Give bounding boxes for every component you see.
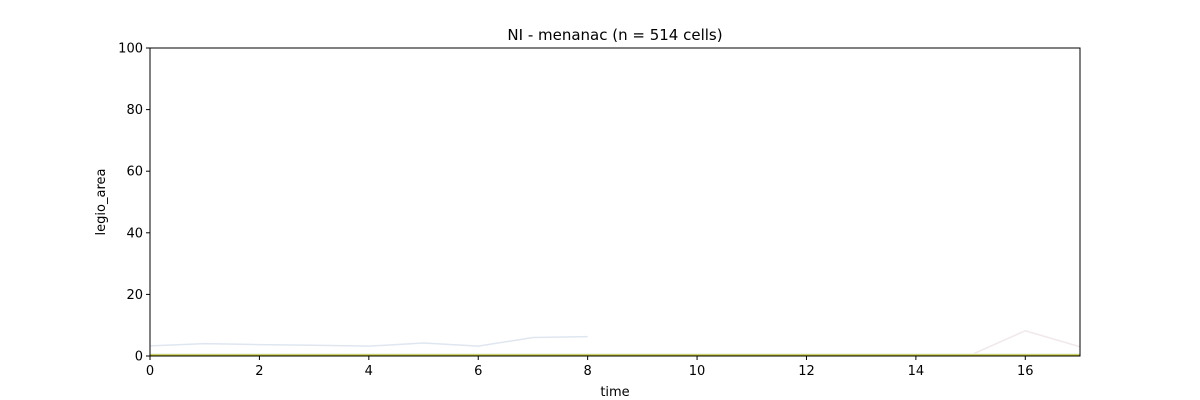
x-tick-label: 10 xyxy=(689,364,706,379)
y-tick-label: 0 xyxy=(135,350,143,365)
plot-frame xyxy=(149,47,1081,357)
series-line-1 xyxy=(149,335,588,347)
series-layer xyxy=(149,329,1081,356)
y-tick-label: 100 xyxy=(118,42,143,57)
x-tick-label: 8 xyxy=(584,364,592,379)
y-axis-label: legio_area xyxy=(94,169,109,236)
x-axis-label: time xyxy=(600,385,629,400)
y-tick-label: 40 xyxy=(126,226,143,241)
x-tick-label: 16 xyxy=(1017,364,1034,379)
x-tick-label: 2 xyxy=(255,364,263,379)
y-tick-label: 80 xyxy=(126,103,143,118)
y-tick-label: 20 xyxy=(126,288,143,303)
y-tick-label: 60 xyxy=(126,165,143,180)
x-tick-label: 4 xyxy=(365,364,373,379)
x-tick-label: 12 xyxy=(798,364,815,379)
x-axis-ticks: 0 2 4 6 8 10 12 14 16 xyxy=(146,356,1034,379)
x-tick-label: 6 xyxy=(474,364,482,379)
chart-title: NI - menanac (n = 514 cells) xyxy=(507,26,722,44)
y-axis-ticks: 0 20 40 60 80 100 xyxy=(118,42,150,365)
x-tick-label: 0 xyxy=(146,364,154,379)
x-tick-label: 14 xyxy=(908,364,925,379)
series-line-2 xyxy=(970,329,1081,356)
